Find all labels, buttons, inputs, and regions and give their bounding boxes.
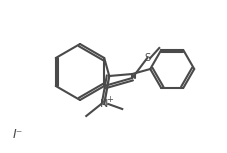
- Text: S: S: [143, 53, 150, 63]
- Text: I⁻: I⁻: [13, 129, 23, 142]
- Text: N: N: [100, 99, 108, 109]
- Text: +: +: [105, 95, 112, 104]
